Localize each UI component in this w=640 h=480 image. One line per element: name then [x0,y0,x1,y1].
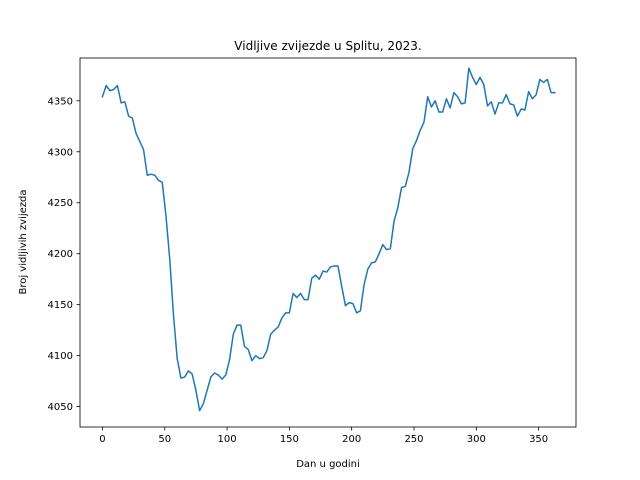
y-tick-label: 4250 [48,198,73,209]
axes-frame [79,57,577,428]
x-tick-label: 250 [404,434,423,445]
x-tick-label: 200 [342,434,361,445]
x-tick-label: 100 [218,434,237,445]
y-tick-label: 4300 [48,147,73,158]
y-axis-label: Broj vidljivih zvijezda [18,189,29,294]
y-tick-label: 4100 [48,351,73,362]
y-tick-label: 4200 [48,249,73,260]
y-axis: 4050 4100 4150 4200 4250 4300 4350 [48,96,80,413]
y-tick-label: 4050 [48,402,73,413]
series-line-0 [101,67,556,412]
x-tick-label: 50 [158,434,171,445]
x-tick-label: 350 [529,434,548,445]
y-tick-label: 4150 [48,300,73,311]
y-tick-label: 4350 [48,96,73,107]
x-axis: 0 50 100 150 200 250 300 350 [99,427,548,445]
x-axis-label: Dan u godini [296,459,360,470]
x-tick-label: 300 [467,434,486,445]
chart-title: Vidljive zvijezde u Splitu, 2023. [234,39,421,53]
plot-area [79,57,577,428]
x-tick-label: 0 [99,434,105,445]
x-tick-label: 150 [280,434,299,445]
